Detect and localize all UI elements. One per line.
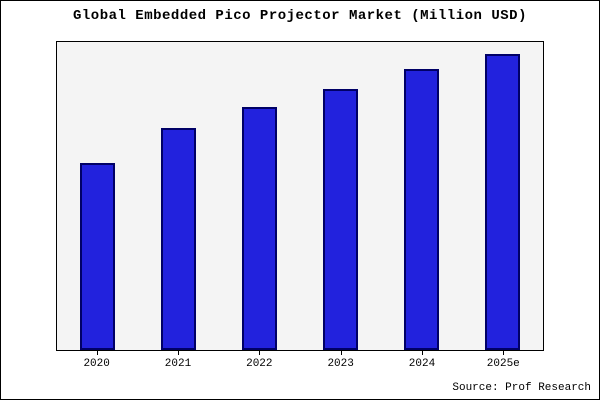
tick-mark: [177, 351, 179, 355]
x-tick-text: 2020: [83, 358, 110, 370]
x-tick-text: 2022: [246, 358, 273, 370]
x-tick-label-2024: 2024: [400, 351, 444, 370]
bar-2025e: [485, 53, 520, 350]
tick-mark: [503, 351, 505, 355]
bar-2020: [80, 163, 115, 350]
tick-mark: [96, 351, 98, 355]
x-tick-label-2023: 2023: [319, 351, 363, 370]
tick-mark: [421, 351, 423, 355]
x-tick-label-2020: 2020: [75, 351, 119, 370]
x-tick-text: 2021: [164, 358, 192, 370]
tick-mark: [259, 351, 261, 355]
bar-2023: [323, 89, 358, 350]
bar-2024: [404, 68, 439, 350]
x-tick-text: 2023: [327, 358, 354, 370]
bar-2022: [242, 107, 277, 350]
tick-mark: [340, 351, 342, 355]
x-tick-label-2021: 2021: [156, 351, 200, 370]
chart-title: Global Embedded Pico Projector Market (M…: [73, 8, 527, 24]
x-tick-label-2022: 2022: [237, 351, 281, 370]
x-tick-text: 2025e: [486, 358, 520, 370]
bar-2021: [161, 127, 196, 350]
x-tick-label-2025e: 2025e: [481, 351, 525, 370]
x-tick-text: 2024: [408, 358, 436, 370]
source-note: Source: Prof Research: [452, 382, 591, 394]
x-axis-labels: 2020 2021 2022 2023 2024 2025e: [56, 351, 544, 370]
plot-area: [56, 41, 544, 351]
